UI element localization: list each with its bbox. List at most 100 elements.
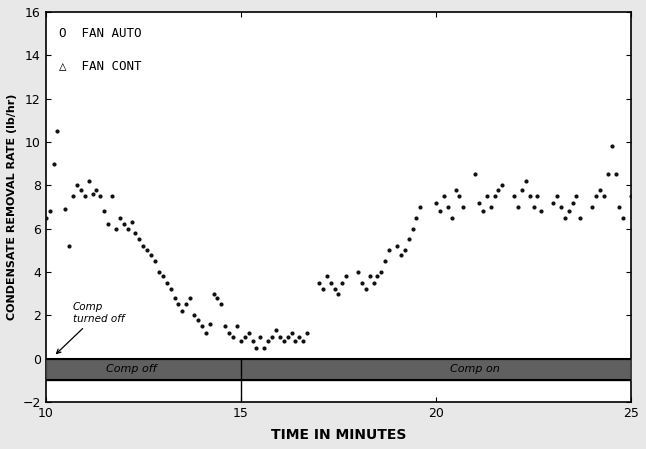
Point [259,344,269,351]
Point [391,242,402,250]
Point [322,273,332,280]
Point [380,257,390,264]
Point [158,273,168,280]
Point [341,273,351,280]
Point [213,294,223,301]
Point [454,193,464,200]
Point [64,242,74,250]
Point [532,193,543,200]
Point [267,333,277,340]
Point [95,193,105,200]
Point [329,286,340,293]
Point [536,207,547,215]
Point [189,312,199,319]
Point [509,193,519,200]
Point [127,219,137,226]
Point [130,229,141,237]
Point [119,220,129,228]
Point [146,251,156,258]
Point [571,193,581,200]
Point [76,186,86,193]
Point [247,338,258,345]
Point [45,207,55,215]
Point [400,247,410,254]
Point [528,203,539,211]
Text: △  FAN CONT: △ FAN CONT [59,60,142,73]
Point [474,199,484,206]
Point [224,329,234,336]
Point [404,236,414,243]
Point [614,203,625,211]
Point [123,225,133,232]
Point [314,279,324,286]
Point [408,225,418,232]
Point [244,329,254,336]
Point [134,236,145,243]
Point [450,186,461,193]
Point [282,333,293,340]
Point [169,294,180,301]
Point [91,186,101,193]
Point [255,333,266,340]
Point [154,269,164,276]
Point [552,193,562,200]
Point [173,301,183,308]
Point [372,273,382,280]
Point [294,333,304,340]
Point [326,279,336,286]
Point [396,251,406,258]
Point [556,203,566,211]
Point [368,279,379,286]
Point [115,214,125,221]
Point [107,193,117,200]
Point [333,290,344,297]
Point [302,329,313,336]
Point [165,286,176,293]
Point [150,257,160,264]
Point [68,193,78,200]
Point [525,193,535,200]
Point [497,182,508,189]
Point [111,225,121,232]
Point [607,143,617,150]
Point [559,214,570,221]
Point [200,329,211,336]
Point [240,333,250,340]
Point [290,338,300,345]
Point [142,247,152,254]
Point [567,199,578,206]
Point [209,290,219,297]
Point [470,171,480,178]
Point [251,344,262,351]
Point [412,214,422,221]
Point [263,338,273,345]
Point [357,279,367,286]
Point [87,190,98,198]
Text: Comp
turned off: Comp turned off [57,302,125,353]
Point [353,269,363,276]
Point [610,171,621,178]
Point [220,322,231,330]
Point [599,193,609,200]
Point [517,186,527,193]
Point [52,128,63,135]
Point [138,242,149,250]
Point [591,193,601,200]
Point [458,203,468,211]
Point [205,320,215,327]
Point [415,203,426,211]
Text: O  FAN AUTO: O FAN AUTO [59,27,142,40]
Point [575,214,585,221]
Point [485,203,495,211]
Point [83,177,94,185]
Point [494,186,504,193]
Point [236,338,246,345]
Point [41,214,51,221]
Point [228,333,238,340]
Point [216,301,227,308]
Point [587,203,598,211]
Point [490,193,500,200]
Point [548,199,558,206]
Point [196,322,207,330]
Point [435,207,445,215]
